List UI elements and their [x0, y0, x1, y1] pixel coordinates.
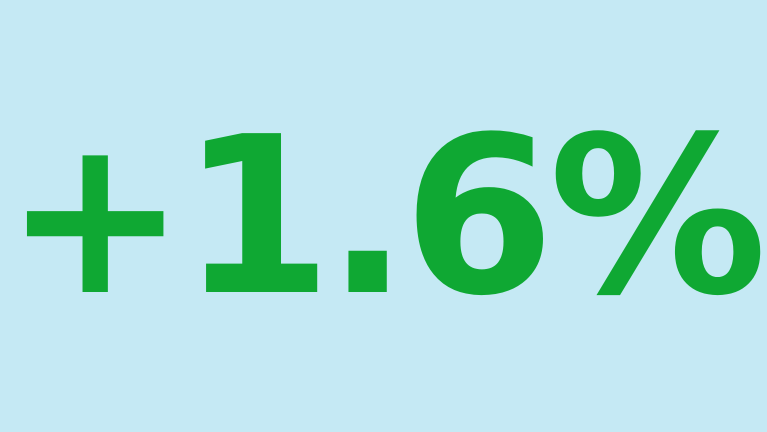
percent-change-value: +1.6%	[3, 91, 767, 344]
